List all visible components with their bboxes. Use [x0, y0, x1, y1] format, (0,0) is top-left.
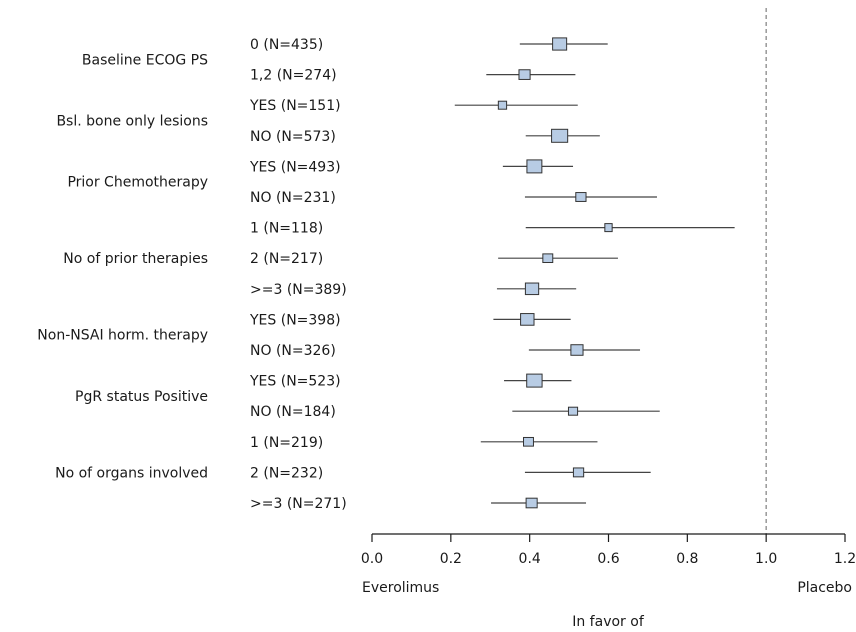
group-label: Non-NSAI horm. therapy [37, 328, 208, 344]
group-label: Baseline ECOG PS [82, 52, 208, 68]
row-label: 1 (N=219) [250, 435, 323, 451]
point-estimate-box [520, 313, 535, 326]
row-label: 0 (N=435) [250, 37, 323, 53]
x-tick-label: 0.6 [597, 551, 619, 567]
x-axis: 0.0 0.2 0.4 0.6 0.8 1.0 1.2 [361, 533, 856, 567]
point-estimate-box [518, 69, 531, 80]
x-tick-label: 0.2 [440, 551, 462, 567]
row-label: YES (N=523) [249, 374, 341, 390]
row-label: NO (N=231) [250, 190, 336, 206]
point-estimate-box [524, 282, 540, 296]
row-label: 2 (N=232) [250, 465, 323, 481]
row-label: 1,2 (N=274) [250, 68, 337, 84]
point-estimate-box [552, 37, 568, 51]
point-estimate-box [570, 344, 584, 356]
group-label: PgR status Positive [75, 389, 208, 405]
row-label: YES (N=493) [249, 159, 341, 175]
point-estimate-box [567, 406, 579, 416]
favor-right-label: Placebo [797, 580, 852, 596]
row-label: YES (N=398) [249, 312, 341, 328]
point-estimate-box [526, 159, 543, 174]
point-estimate-box [572, 467, 585, 478]
row-label: NO (N=184) [250, 404, 336, 420]
x-tick-label: 1.2 [834, 551, 856, 567]
group-label: Bsl. bone only lesions [56, 114, 208, 130]
x-tick-label: 1.0 [755, 551, 777, 567]
group-label: No of prior therapies [63, 251, 208, 267]
row-label: 1 (N=118) [250, 221, 323, 237]
row-label: >=3 (N=271) [250, 496, 347, 512]
group-label: Prior Chemotherapy [67, 175, 208, 191]
point-estimate-box [551, 128, 569, 143]
group-label: No of organs involved [55, 465, 208, 481]
point-estimate-box [604, 223, 613, 233]
favor-left-label: Everolimus [362, 580, 439, 596]
row-label: YES (N=151) [249, 98, 341, 114]
point-estimate-box [523, 436, 534, 447]
row-label: 2 (N=217) [250, 251, 323, 267]
x-axis-title: In favor of [572, 614, 645, 630]
point-estimate-box [497, 100, 508, 110]
row-label: NO (N=573) [250, 129, 336, 145]
row-label: >=3 (N=389) [250, 282, 347, 298]
row-label: NO (N=326) [250, 343, 336, 359]
point-estimate-box [542, 253, 554, 264]
point-estimate-layer [497, 37, 613, 509]
point-estimate-box [575, 192, 587, 202]
ci-line-layer [454, 43, 735, 504]
point-estimate-box [525, 497, 538, 509]
x-tick-label: 0.4 [519, 551, 541, 567]
row-label-layer: 0 (N=435) 1,2 (N=274) Baseline ECOG PS YES … [37, 37, 346, 512]
point-estimate-box [526, 373, 543, 388]
x-tick-label: 0.8 [676, 551, 698, 567]
x-tick-label: 0.0 [361, 551, 383, 567]
